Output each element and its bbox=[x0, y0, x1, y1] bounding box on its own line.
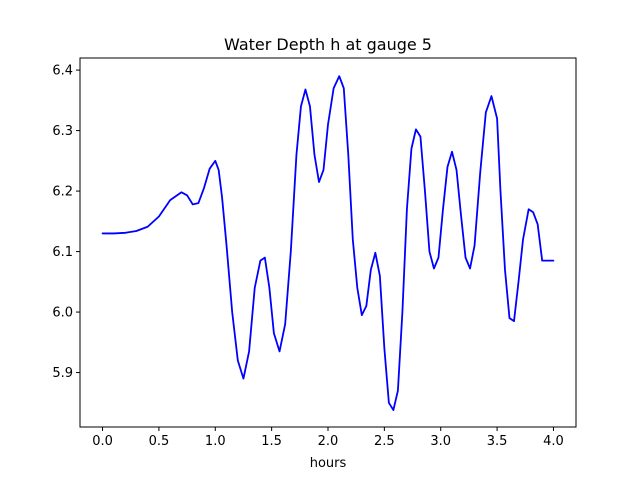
x-tick-label: 1.0 bbox=[205, 434, 226, 449]
x-tick-label: 1.5 bbox=[261, 434, 282, 449]
y-tick-label: 6.3 bbox=[52, 124, 73, 139]
plot-area: 0.0 0.5 1.0 1.5 2.0 2.5 3.0 3.5 4.0 5.9 6.0 6.1 6.2 6… bbox=[52, 57, 577, 449]
x-tick-label: 3.0 bbox=[430, 434, 451, 449]
x-tick-label: 0.0 bbox=[92, 434, 113, 449]
y-tick-label: 6.0 bbox=[52, 306, 73, 321]
x-tick-label: 2.5 bbox=[374, 434, 395, 449]
x-tick-label: 2.0 bbox=[318, 434, 339, 449]
y-tick-label: 6.1 bbox=[52, 245, 73, 260]
y-tick-label: 5.9 bbox=[52, 366, 73, 381]
y-tick-label: 6.4 bbox=[52, 64, 73, 79]
x-axis-label: hours bbox=[310, 456, 347, 471]
series-line bbox=[101, 75, 555, 411]
x-tick-label: 4.0 bbox=[543, 434, 564, 449]
chart-title: Water Depth h at gauge 5 bbox=[224, 35, 432, 54]
x-tick-label: 3.5 bbox=[487, 434, 508, 449]
x-tick-label: 0.5 bbox=[149, 434, 170, 449]
y-tick-label: 6.2 bbox=[52, 185, 73, 200]
